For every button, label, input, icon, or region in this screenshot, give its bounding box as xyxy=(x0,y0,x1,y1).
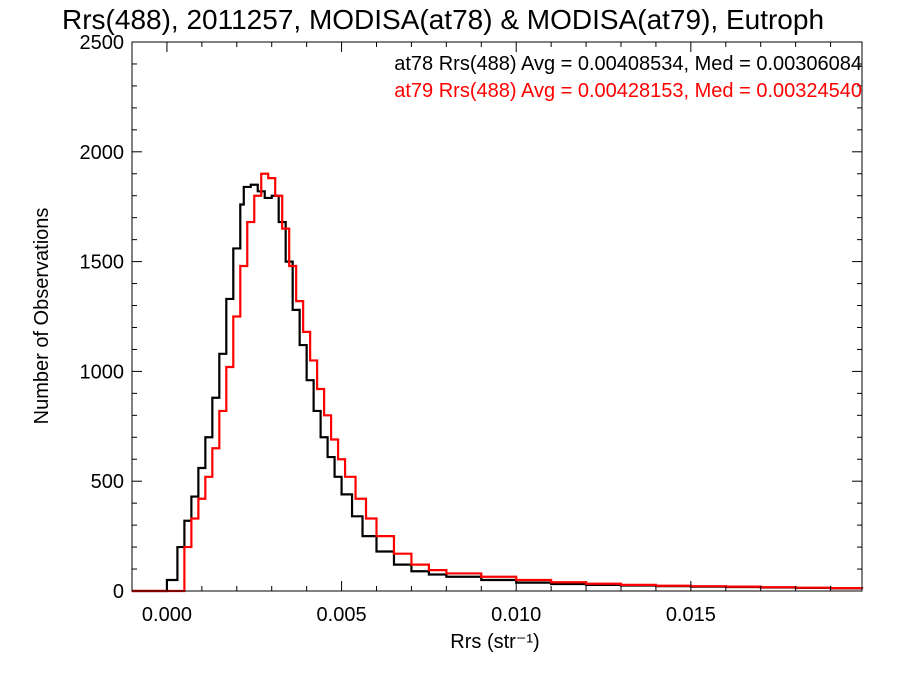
y-tick-label: 1000 xyxy=(80,361,125,383)
ticks-layer xyxy=(132,41,862,592)
series-at79-line xyxy=(132,172,864,593)
x-tick-label: 0.005 xyxy=(317,604,367,626)
x-tick-label: 0.015 xyxy=(666,604,716,626)
y-tick-label: 1500 xyxy=(80,252,125,274)
x-axis-label: Rrs (str⁻¹) xyxy=(450,631,539,653)
series-layer xyxy=(132,172,864,593)
y-axis-label: Number of Observations xyxy=(31,208,53,425)
y-tick-label: 0 xyxy=(113,581,124,603)
y-tick-label: 500 xyxy=(91,471,124,493)
x-tick-label: 0.010 xyxy=(491,604,541,626)
chart-title: Rrs(488), 2011257, MODISA(at78) & MODISA… xyxy=(62,4,825,35)
x-tick-label: 0.000 xyxy=(142,604,192,626)
y-tick-label: 2500 xyxy=(80,32,125,54)
labels-layer: 0.000 0.005 0.010 0.015 0 500 1000 1500 2000 2500 xyxy=(80,32,716,626)
annotation-at79: at79 Rrs(488) Avg = 0.00428153, Med = 0.… xyxy=(394,80,862,102)
series-at78-line xyxy=(132,183,864,593)
plot-frame xyxy=(131,41,863,592)
y-tick-label: 2000 xyxy=(80,142,125,164)
annotation-at78: at78 Rrs(488) Avg = 0.00408534, Med = 0.… xyxy=(394,53,862,75)
